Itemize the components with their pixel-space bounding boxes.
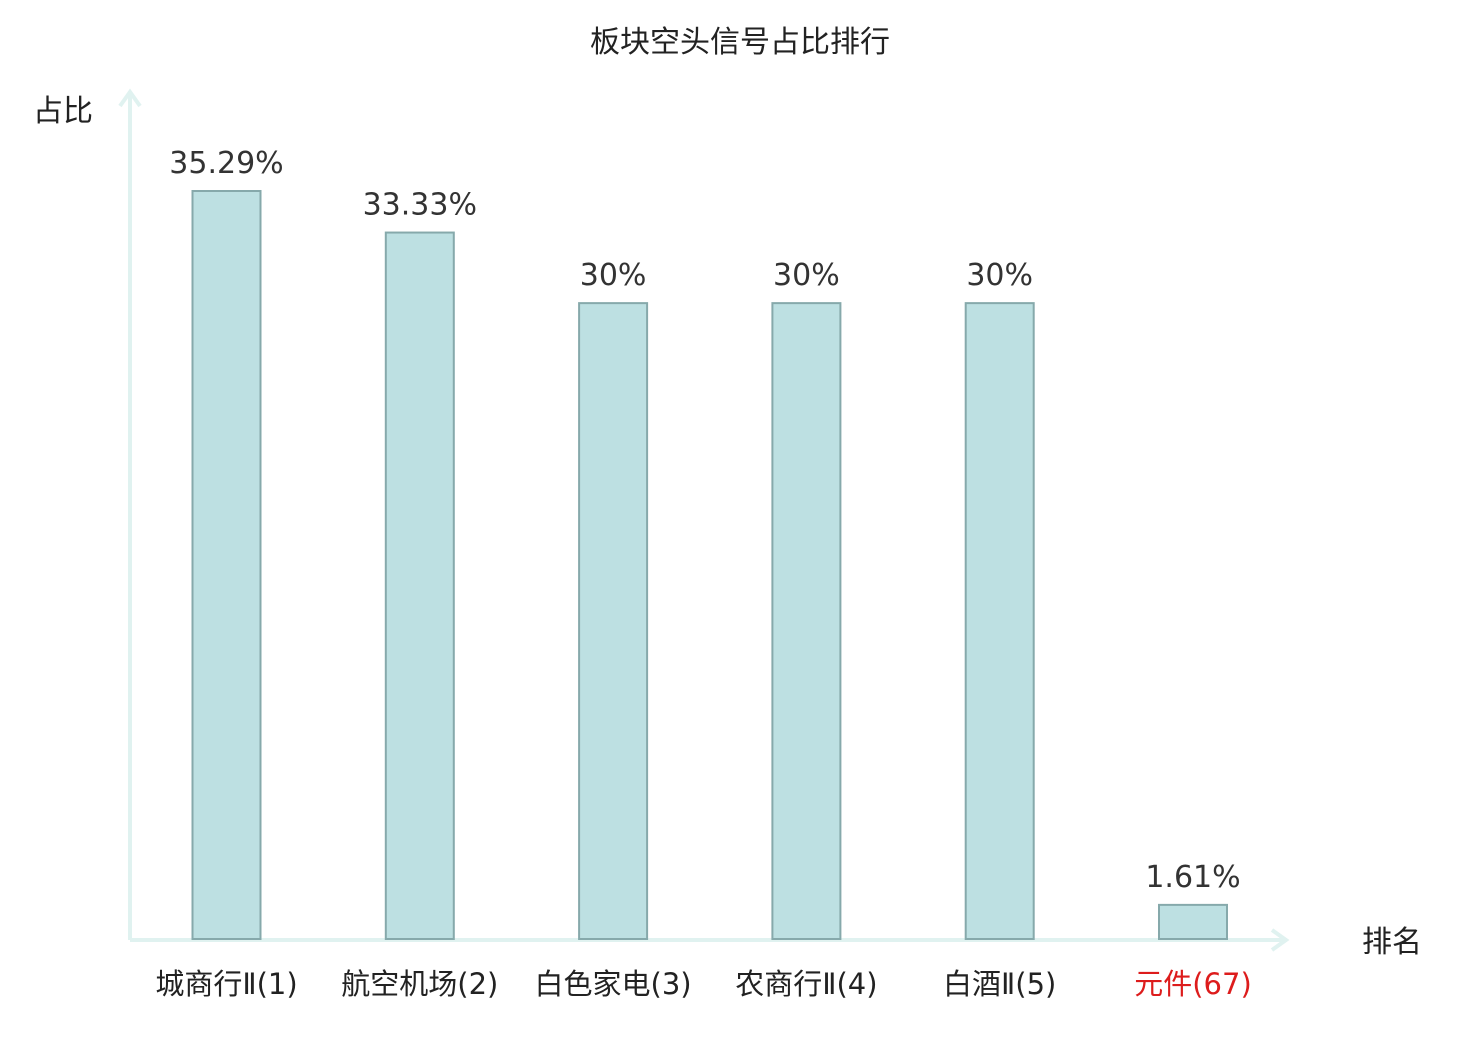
x-tick-label-3: 白色家电(3) — [535, 967, 692, 1001]
bar-3 — [578, 302, 649, 941]
bar-value-label-2: 33.33% — [363, 188, 477, 223]
y-axis-label: 占比 — [33, 94, 93, 129]
x-tick-label-4: 农商行Ⅱ(4) — [735, 967, 877, 1001]
bar-value-label-4: 30% — [773, 258, 840, 293]
x-tick-label-6: 元件(67) — [1134, 967, 1252, 1001]
chart-title: 板块空头信号占比排行 — [590, 25, 890, 60]
y-axis-arrow-icon — [118, 88, 142, 108]
bar-value-label-5: 30% — [966, 258, 1033, 293]
bar-1 — [191, 190, 262, 940]
x-tick-label-5: 白酒Ⅱ(5) — [943, 967, 1056, 1001]
x-axis-label: 排名 — [1362, 925, 1422, 960]
bar-4 — [771, 302, 842, 941]
bar-value-label-1: 35.29% — [169, 146, 283, 181]
bars-group: 35.29% 城商行Ⅱ(1) 33.33% 航空机场(2) 30% 白色家电(3) 30% 农… — [155, 146, 1251, 1001]
bar-5 — [964, 302, 1035, 941]
bar-2 — [384, 231, 455, 941]
x-axis-arrow-icon — [1270, 928, 1290, 952]
bar-6 — [1158, 903, 1228, 941]
bar-value-label-3: 30% — [580, 258, 647, 293]
x-tick-label-2: 航空机场(2) — [341, 967, 498, 1001]
bar-value-label-6: 1.61% — [1145, 860, 1240, 895]
x-tick-label-1: 城商行Ⅱ(1) — [155, 967, 297, 1001]
